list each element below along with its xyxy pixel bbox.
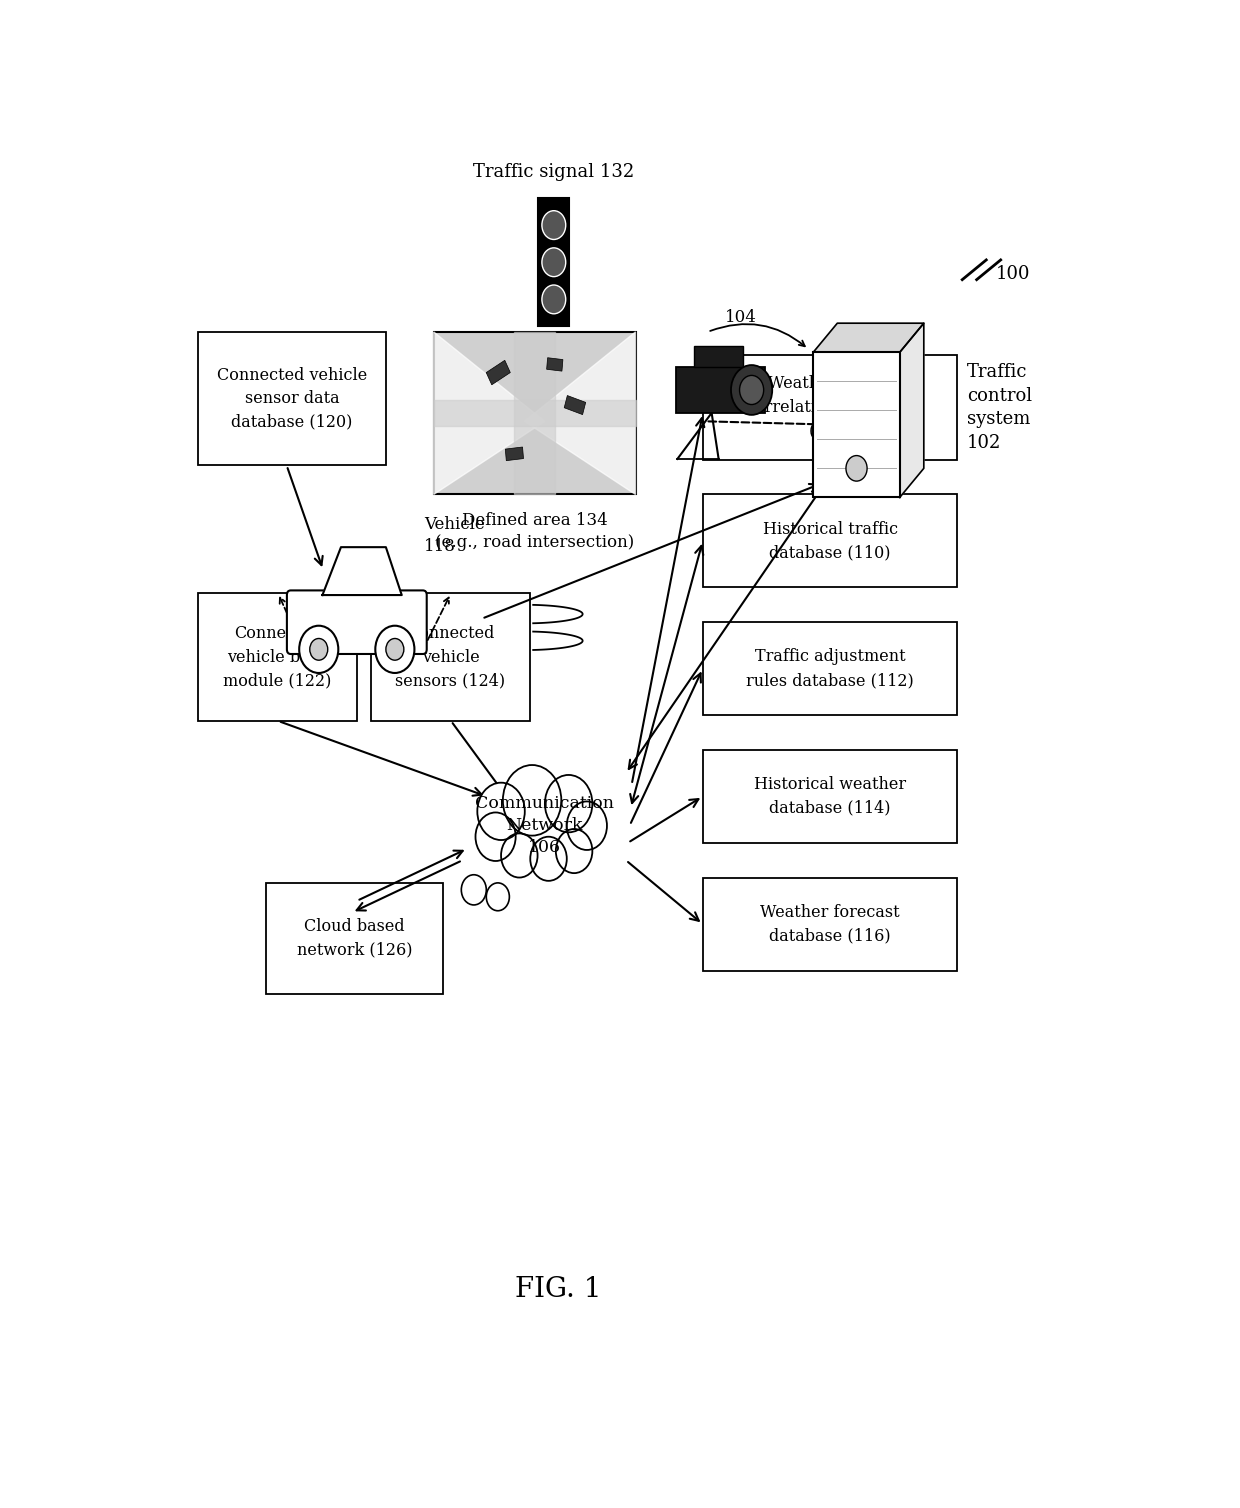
Text: Traffic
control
system
102: Traffic control system 102 <box>967 363 1032 452</box>
Text: Historical traffic
database (110): Historical traffic database (110) <box>763 520 898 561</box>
Circle shape <box>542 211 565 240</box>
Text: 100: 100 <box>996 265 1030 284</box>
FancyBboxPatch shape <box>694 345 743 366</box>
Text: Traffic adjustment
rules database (112): Traffic adjustment rules database (112) <box>746 648 914 689</box>
Text: Cloud based
network (126): Cloud based network (126) <box>296 918 412 959</box>
Text: Weather forecast
database (116): Weather forecast database (116) <box>760 903 900 944</box>
FancyBboxPatch shape <box>265 884 444 994</box>
Circle shape <box>310 638 327 661</box>
Circle shape <box>567 801 606 851</box>
Polygon shape <box>813 323 924 353</box>
Circle shape <box>846 455 867 481</box>
FancyBboxPatch shape <box>676 366 765 413</box>
FancyBboxPatch shape <box>703 878 957 971</box>
Polygon shape <box>525 332 635 495</box>
FancyBboxPatch shape <box>703 356 957 460</box>
Polygon shape <box>515 332 554 495</box>
FancyBboxPatch shape <box>198 332 386 466</box>
FancyBboxPatch shape <box>703 495 957 587</box>
Circle shape <box>542 247 565 276</box>
Circle shape <box>556 829 593 873</box>
Text: Defined area 134
(e.g., road intersection): Defined area 134 (e.g., road intersectio… <box>435 511 634 550</box>
FancyBboxPatch shape <box>703 749 957 843</box>
Polygon shape <box>434 400 635 427</box>
FancyBboxPatch shape <box>538 199 569 326</box>
Circle shape <box>386 638 404 661</box>
FancyBboxPatch shape <box>434 332 635 495</box>
FancyBboxPatch shape <box>564 395 585 415</box>
Circle shape <box>739 375 764 404</box>
Circle shape <box>461 875 486 905</box>
Text: Communication
Network
106: Communication Network 106 <box>475 795 614 857</box>
Circle shape <box>503 765 562 835</box>
FancyBboxPatch shape <box>506 446 523 460</box>
Circle shape <box>475 813 516 861</box>
Circle shape <box>544 775 593 832</box>
Circle shape <box>542 285 565 314</box>
Circle shape <box>732 365 773 415</box>
FancyBboxPatch shape <box>486 360 511 385</box>
Text: Connected
vehicle
sensors (124): Connected vehicle sensors (124) <box>396 624 506 689</box>
FancyBboxPatch shape <box>547 357 563 371</box>
Polygon shape <box>322 547 402 596</box>
Circle shape <box>299 626 339 673</box>
Text: Traffic signal 132: Traffic signal 132 <box>474 163 635 181</box>
Text: 104: 104 <box>725 309 758 326</box>
FancyBboxPatch shape <box>286 591 427 654</box>
Text: Connected
vehicle base
module (122): Connected vehicle base module (122) <box>223 624 332 689</box>
Polygon shape <box>900 323 924 498</box>
Circle shape <box>501 834 538 878</box>
Text: Connected vehicle
sensor data
database (120): Connected vehicle sensor data database (… <box>217 366 367 431</box>
FancyBboxPatch shape <box>703 623 957 715</box>
Circle shape <box>376 626 414 673</box>
FancyBboxPatch shape <box>813 353 900 498</box>
FancyBboxPatch shape <box>198 593 357 721</box>
Text: Weather traffic
correlation database
(108): Weather traffic correlation database (10… <box>746 375 914 439</box>
Polygon shape <box>434 332 544 495</box>
Text: Vehicle
118: Vehicle 118 <box>424 516 485 555</box>
Text: FIG. 1: FIG. 1 <box>516 1276 601 1303</box>
Circle shape <box>477 783 525 840</box>
Circle shape <box>486 882 510 911</box>
Text: Historical weather
database (114): Historical weather database (114) <box>754 777 906 817</box>
Circle shape <box>531 837 567 881</box>
FancyBboxPatch shape <box>371 593 529 721</box>
